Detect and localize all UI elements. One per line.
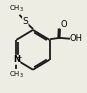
Text: S: S bbox=[22, 17, 28, 26]
Text: CH$_3$: CH$_3$ bbox=[9, 70, 24, 80]
Text: CH$_3$: CH$_3$ bbox=[9, 4, 24, 14]
Text: O: O bbox=[60, 20, 67, 29]
Text: +: + bbox=[16, 55, 21, 60]
Text: OH: OH bbox=[69, 34, 82, 43]
Text: N: N bbox=[13, 55, 20, 64]
